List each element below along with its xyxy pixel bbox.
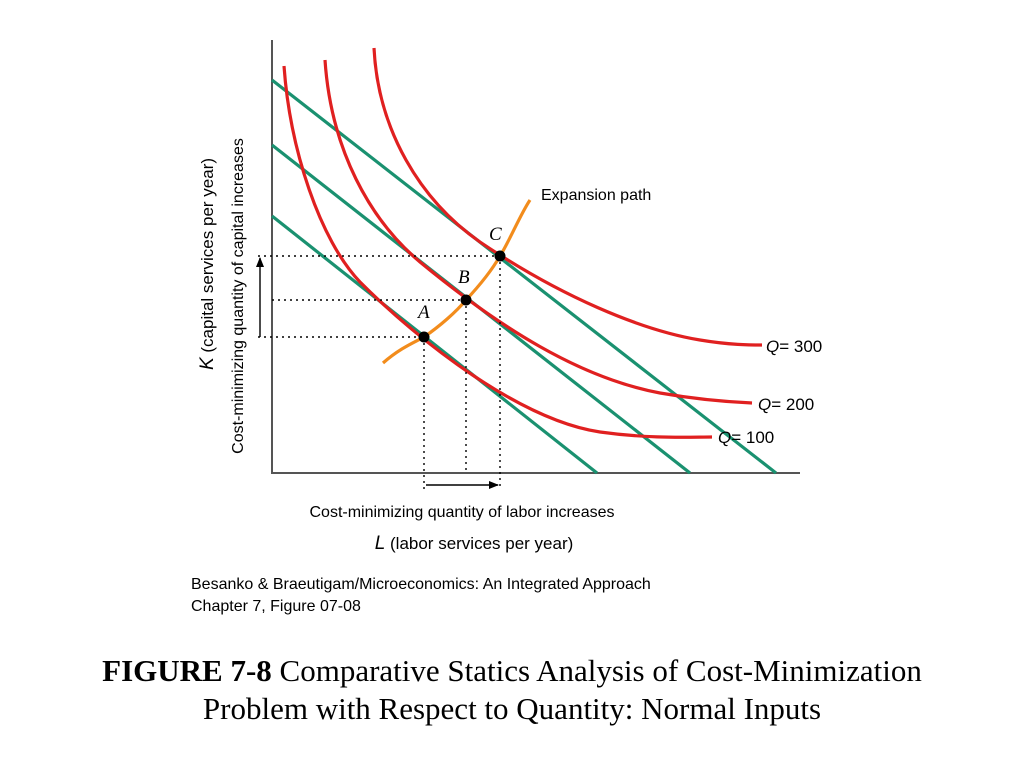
isocost-line-3	[271, 78, 777, 475]
isocost-line-1	[271, 214, 598, 475]
y-axis-label-2: Cost-minimizing quantity of capital incr…	[230, 138, 247, 454]
isoquant-q100-var: Q	[718, 428, 731, 447]
isoquant-q300-value: = 300	[779, 337, 822, 356]
x-axis-label-2: L (labor services per year)	[375, 533, 574, 554]
isoquant-q300-label: Q= 300	[766, 337, 822, 356]
y-axis-label-1: K (capital services per year)	[197, 158, 218, 370]
isoquant-q200	[323, 59, 753, 405]
caption-line-1: FIGURE 7-8 Comparative Statics Analysis …	[0, 652, 1024, 690]
caption-prefix: FIGURE 7-8	[102, 653, 272, 688]
source-line-2: Chapter 7, Figure 07-08	[191, 598, 361, 615]
isoquant-q200-var: Q	[758, 395, 771, 414]
point-c-dot	[494, 250, 506, 262]
point-c-label: C	[489, 224, 502, 245]
x-axis-label-1: Cost-minimizing quantity of labor increa…	[309, 504, 614, 521]
point-b-label: B	[458, 267, 470, 288]
point-a-dot	[418, 331, 430, 343]
y-axis-var: K	[197, 356, 218, 370]
isoquant-q300	[372, 47, 763, 347]
source-note: Besanko & Braeutigam/Microeconomics: An …	[191, 574, 651, 618]
isoquant-q200-value: = 200	[771, 395, 814, 414]
dotted-guides	[258, 255, 501, 490]
isoquant-q100-label: Q= 100	[718, 428, 774, 447]
figure-caption: FIGURE 7-8 Comparative Statics Analysis …	[0, 652, 1024, 728]
x-axis-var: L	[375, 533, 386, 554]
x-axis-var-desc: (labor services per year)	[385, 534, 573, 553]
caption-title-1: Comparative Statics Analysis of Cost-Min…	[271, 653, 922, 688]
isoquant-q100-value: = 100	[731, 428, 774, 447]
y-axis-var-desc: (capital services per year)	[198, 158, 217, 357]
point-b-dot	[460, 294, 472, 306]
point-a-label: A	[416, 302, 430, 323]
source-line-1: Besanko & Braeutigam/Microeconomics: An …	[191, 576, 651, 593]
isoquant-q300-var: Q	[766, 337, 779, 356]
caption-line-2: Problem with Respect to Quantity: Normal…	[202, 691, 822, 726]
expansion-path-label: Expansion path	[541, 187, 651, 204]
isoquant-q200-label: Q= 200	[758, 395, 814, 414]
isoquant-q100	[282, 65, 713, 439]
